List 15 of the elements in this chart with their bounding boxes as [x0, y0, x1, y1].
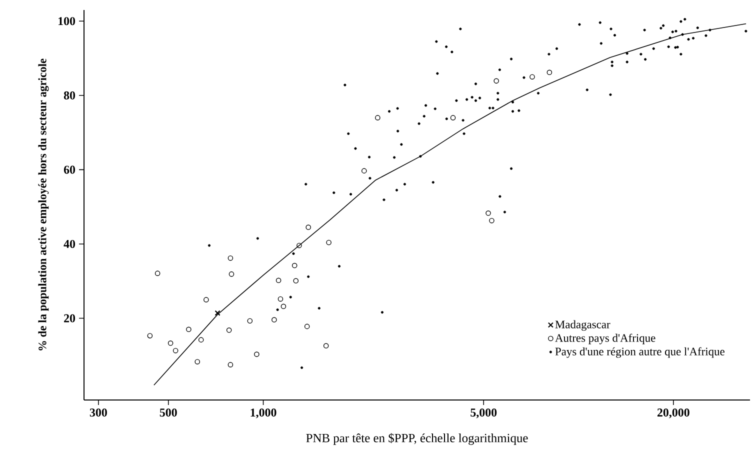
y-tick-label: 80: [64, 91, 76, 100]
y-tick-label: 20: [64, 314, 76, 322]
x-tick-label: 300: [90, 408, 107, 417]
y-tick-label: 100: [58, 17, 76, 26]
x-tick-label: 500: [160, 408, 177, 417]
x-tick-label: 20,000: [657, 408, 690, 418]
legend-label: Autres pays d'Afrique: [555, 334, 656, 344]
x-axis-title: PNB par tête en $PPP, échelle logarithmique: [306, 433, 528, 445]
y-tick-label: 40: [64, 240, 76, 248]
y-tick-label: 60: [64, 166, 76, 174]
x-tick-label: 5,000: [470, 408, 497, 418]
x-tick-label: 1,000: [250, 408, 276, 418]
legend-label: Madagascar: [555, 320, 610, 331]
y-axis-title: % de la population active employée hors du secteur agricole: [38, 58, 49, 350]
legend-label: Pays d'une région autre que l'Afrique: [555, 347, 724, 358]
